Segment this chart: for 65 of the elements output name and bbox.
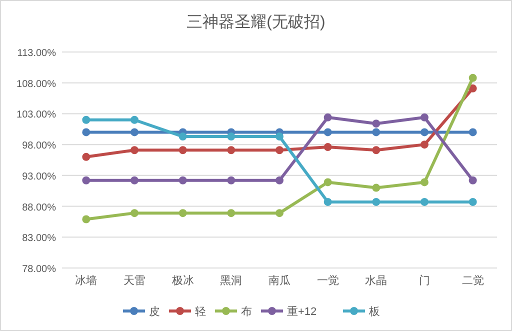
x-tick-label: 二觉	[462, 274, 484, 287]
legend-label: 重+12	[287, 305, 317, 318]
chart-title: 三神器圣耀(无破招)	[186, 13, 326, 31]
point	[227, 209, 236, 218]
point	[468, 176, 477, 184]
point	[227, 176, 236, 184]
point	[324, 198, 332, 206]
point	[82, 116, 90, 124]
point	[420, 128, 428, 136]
x-tick-label: 南瓜	[268, 274, 290, 287]
legend-label: 布	[241, 306, 252, 318]
point	[82, 128, 90, 136]
point	[420, 178, 428, 186]
point	[178, 146, 187, 154]
point	[130, 146, 138, 154]
x-tick-label: 极冰	[170, 274, 194, 287]
point	[178, 132, 187, 141]
point	[276, 209, 284, 218]
point	[372, 120, 380, 128]
x-tick-label: 门	[419, 274, 430, 287]
point	[372, 184, 380, 192]
y-tick-label: 98.00%	[22, 140, 56, 152]
point	[324, 143, 332, 152]
point	[276, 176, 284, 184]
point	[372, 128, 380, 136]
y-tick-label: 108.00%	[16, 78, 56, 90]
point	[420, 140, 428, 149]
point	[468, 74, 477, 82]
point	[130, 176, 138, 184]
point	[82, 215, 90, 224]
point	[130, 116, 138, 124]
legend-label: 轻	[195, 306, 206, 318]
x-tick-label: 水晶	[365, 274, 388, 287]
y-tick-label: 113.00%	[17, 48, 56, 59]
point	[276, 146, 284, 154]
point	[468, 198, 477, 206]
point	[468, 84, 477, 92]
point	[82, 152, 90, 161]
legend-label: 皮	[149, 305, 160, 318]
y-tick-label: 88.00%	[22, 202, 56, 214]
point	[420, 198, 428, 206]
point	[468, 128, 477, 136]
point	[420, 113, 428, 122]
point	[178, 209, 187, 218]
point	[82, 176, 90, 184]
point	[130, 128, 138, 136]
point	[324, 178, 332, 186]
x-tick-label: 黑洞	[220, 275, 242, 287]
point	[130, 209, 138, 218]
point	[372, 198, 380, 206]
point	[227, 132, 236, 141]
point	[227, 146, 236, 154]
y-tick-label: 93.00%	[22, 171, 56, 182]
point	[276, 132, 284, 141]
x-tick-label: 一觉	[316, 274, 339, 287]
point	[372, 146, 380, 154]
legend-label: 板	[368, 306, 380, 318]
y-tick-label: 83.00%	[22, 233, 56, 244]
point	[178, 176, 187, 184]
y-tick-label: 78.00%	[22, 264, 56, 275]
x-tick-label: 天雷	[124, 275, 146, 287]
point	[324, 113, 332, 122]
x-tick-label: 冰墙	[75, 274, 98, 287]
point	[324, 128, 332, 136]
y-tick-label: 103.00%	[16, 110, 56, 121]
